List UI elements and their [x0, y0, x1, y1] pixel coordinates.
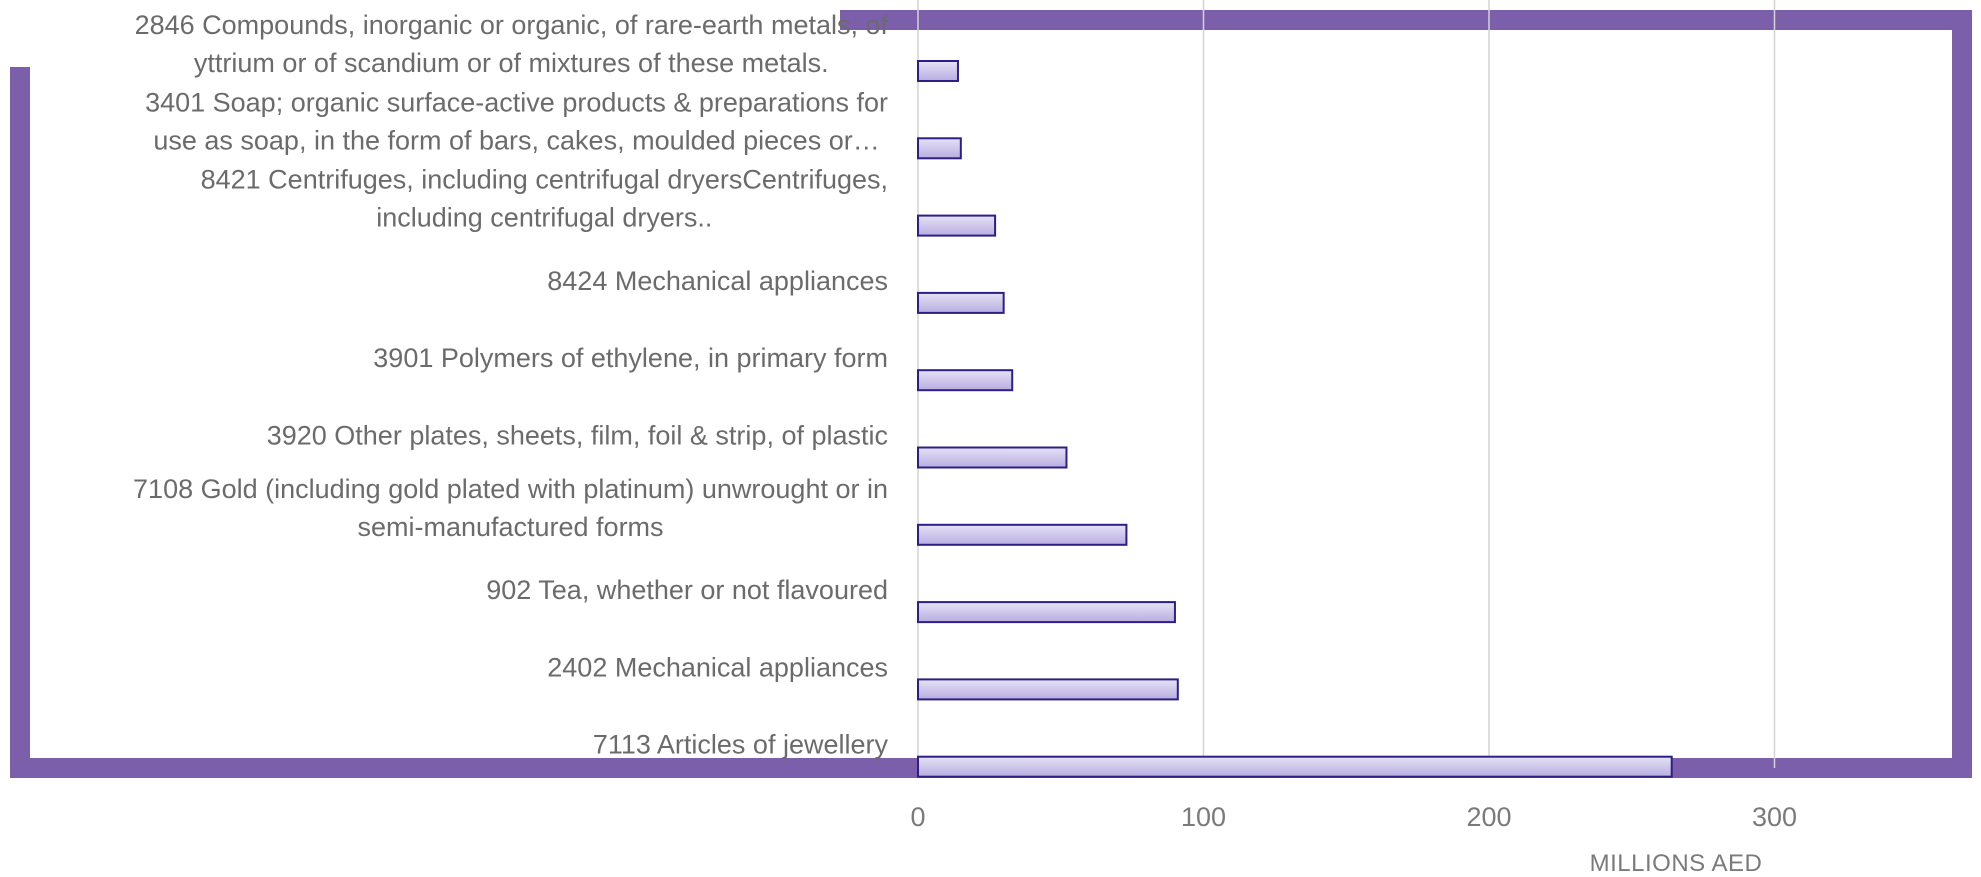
category-label-4-line-0: 3901 Polymers of ethylene, in primary fo…: [373, 343, 888, 373]
category-label-2-line-1: including centrifugal dryers..: [376, 203, 712, 233]
frame-left-bar: [10, 67, 30, 778]
bar-6: [917, 523, 1128, 546]
frame-top-bar: [840, 10, 1972, 30]
category-label-6-line-0: 7108 Gold (including gold plated with pl…: [133, 474, 888, 504]
category-label-1: 3401 Soap; organic surface-active produc…: [145, 87, 888, 155]
category-label-8-line-0: 2402 Mechanical appliances: [547, 652, 888, 682]
category-label-3-line-0: 8424 Mechanical appliances: [547, 266, 888, 296]
x-tick-label-100: 100: [1181, 802, 1226, 832]
bar-9: [917, 755, 1673, 778]
category-label-0-line-1: yttrium or of scandium or of mixtures of…: [194, 48, 829, 78]
category-label-6: 7108 Gold (including gold plated with pl…: [133, 474, 888, 542]
x-tick-label-200: 200: [1466, 802, 1511, 832]
category-label-7: 902 Tea, whether or not flavoured: [486, 575, 888, 605]
frame-right-bar: [1952, 10, 1972, 778]
category-label-7-line-0: 902 Tea, whether or not flavoured: [486, 575, 888, 605]
bar-5: [917, 446, 1068, 469]
category-label-0: 2846 Compounds, inorganic or organic, of…: [135, 10, 889, 78]
bars: [917, 60, 1673, 778]
category-label-5-line-0: 3920 Other plates, sheets, film, foil & …: [267, 421, 888, 451]
category-label-9-line-0: 7113 Articles of jewellery: [593, 730, 889, 760]
category-label-2-line-0: 8421 Centrifuges, including centrifugal …: [201, 165, 888, 195]
category-label-5: 3920 Other plates, sheets, film, foil & …: [267, 421, 888, 451]
category-label-8: 2402 Mechanical appliances: [547, 652, 888, 682]
category-labels: 2846 Compounds, inorganic or organic, of…: [133, 10, 888, 760]
category-label-3: 8424 Mechanical appliances: [547, 266, 888, 296]
category-label-9: 7113 Articles of jewellery: [593, 730, 889, 760]
category-label-4: 3901 Polymers of ethylene, in primary fo…: [373, 343, 888, 373]
bar-8: [917, 678, 1179, 701]
category-label-1-line-0: 3401 Soap; organic surface-active produc…: [145, 87, 888, 117]
gridlines: [917, 0, 1776, 768]
bar-4: [917, 369, 1014, 392]
bar-3: [917, 291, 1005, 314]
x-tick-label-0: 0: [910, 802, 925, 832]
x-axis-title: MILLIONS AED: [1590, 850, 1763, 877]
x-tick-label-300: 300: [1752, 802, 1797, 832]
bar-0: [917, 60, 959, 82]
x-tick-labels: 0 100 200 300: [910, 802, 1797, 832]
category-label-1-line-1: use as soap, in the form of bars, cakes,…: [153, 125, 879, 155]
category-label-6-line-1: semi-manufactured forms: [357, 512, 663, 542]
bar-2: [917, 214, 997, 237]
category-label-0-line-0: 2846 Compounds, inorganic or organic, of…: [135, 10, 889, 40]
bar-7: [917, 601, 1176, 624]
bar-1: [917, 137, 962, 160]
category-label-2: 8421 Centrifuges, including centrifugal …: [201, 165, 888, 233]
